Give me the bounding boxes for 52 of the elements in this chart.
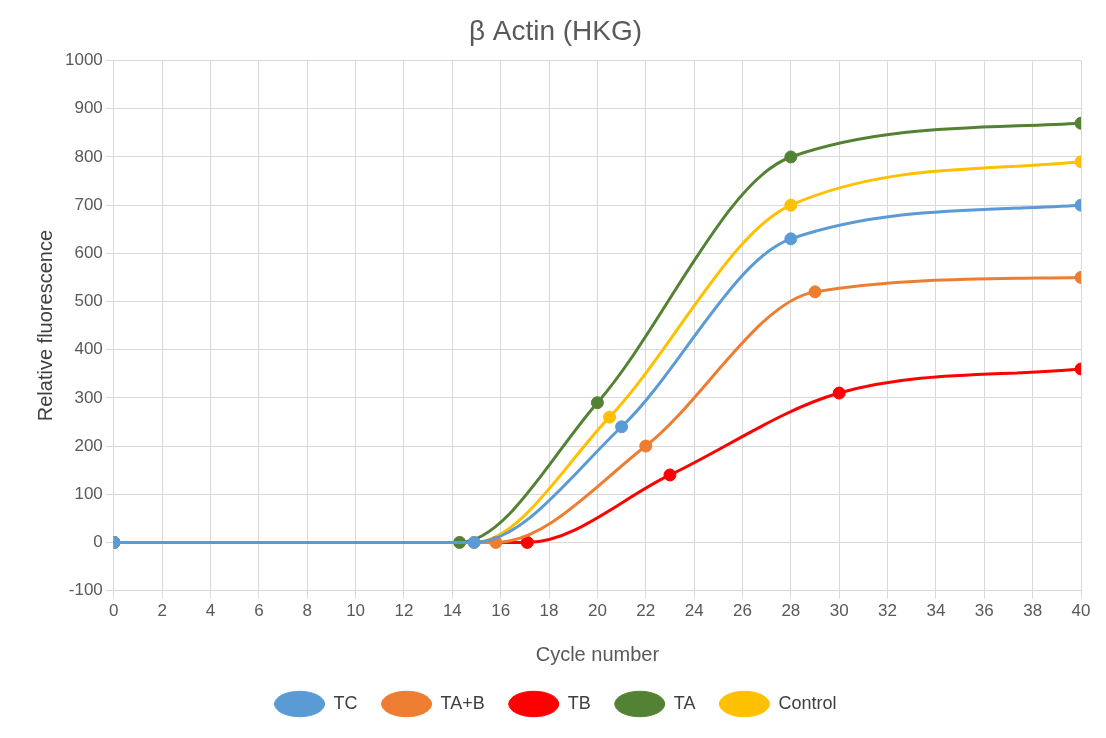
y-tick-label: 700 [74,194,103,214]
x-tick-label: 2 [157,601,167,621]
x-tick-label: 22 [636,601,656,621]
legend-label: Control [778,692,837,713]
y-tick-label: 500 [74,291,103,311]
x-tick-label: 38 [1023,601,1043,621]
point [603,410,616,424]
x-tick-label: 30 [829,601,849,621]
y-tick-label: 300 [74,387,103,407]
point [784,232,798,246]
point [590,396,604,410]
y-tick-label: 900 [74,98,103,118]
y-tick-label: 200 [74,435,103,455]
y-tick-label: -100 [68,580,103,600]
x-tick-label: 36 [974,601,994,621]
point [615,420,629,434]
x-tick-label: 0 [109,601,119,621]
x-tick-label: 20 [587,601,607,621]
x-tick-label: 26 [733,601,752,621]
legend-label: TA [673,692,696,713]
point [639,439,653,453]
x-tick-label: 12 [394,601,414,621]
x-tick-label: 24 [684,601,704,621]
x-tick-label: 8 [302,601,312,621]
point [520,535,534,549]
x-tick-label: 34 [926,601,946,621]
legend-label: TA+B [440,692,485,713]
y-axis-title: Relative fluorescence [33,229,56,422]
x-axis-title: Cycle number [535,642,660,665]
y-tick-label: 800 [74,146,103,166]
x-tick-label: 6 [254,601,264,621]
x-tick-label: 28 [781,601,801,621]
point [784,150,798,164]
x-tick-label: 16 [491,601,511,621]
y-tick-label: 0 [93,532,103,552]
x-tick-label: 14 [442,601,462,621]
chart-title: β Actin (HKG) [468,14,643,46]
y-tick-label: 400 [74,339,103,359]
x-tick-label: 4 [205,601,216,621]
legend-label: TB [567,692,591,713]
point [832,386,846,400]
point [808,285,822,299]
y-tick-label: 1000 [64,50,103,70]
point [784,198,798,212]
legend-label: TC [333,692,358,713]
x-tick-label: 40 [1071,601,1091,621]
x-tick-label: 32 [878,601,898,621]
y-tick-label: 100 [74,483,103,503]
x-tick-label: 18 [539,601,559,621]
y-tick-label: 600 [74,243,103,263]
point [663,468,677,482]
x-tick-label: 10 [346,601,366,621]
